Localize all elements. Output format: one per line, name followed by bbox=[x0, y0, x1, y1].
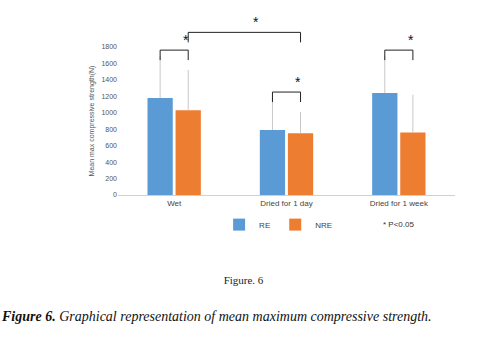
svg-text:*: * bbox=[295, 74, 301, 90]
svg-text:200: 200 bbox=[105, 175, 117, 182]
svg-text:Dried for 1 week: Dried for 1 week bbox=[370, 199, 429, 208]
svg-text:1600: 1600 bbox=[101, 60, 117, 67]
svg-text:1800: 1800 bbox=[101, 43, 117, 50]
svg-text:0: 0 bbox=[113, 191, 117, 198]
svg-text:1200: 1200 bbox=[101, 93, 117, 100]
svg-text:1400: 1400 bbox=[101, 76, 117, 83]
html-text:Figure. 6: Figure. 6 bbox=[223, 274, 264, 286]
svg-text:Mean max compressive strength(: Mean max compressive strength(N) bbox=[88, 66, 96, 177]
svg-text:* P<0.05: * P<0.05 bbox=[383, 220, 414, 229]
svg-text:Dried for 1 day: Dried for 1 day bbox=[260, 199, 312, 208]
svg-text:600: 600 bbox=[105, 142, 117, 149]
svg-text:*: * bbox=[253, 14, 259, 30]
svg-text:*: * bbox=[408, 32, 414, 48]
html-text:Figure 6. Graphical representa: Figure 6. Graphical representation of me… bbox=[2, 309, 432, 324]
svg-text:*: * bbox=[183, 32, 189, 48]
svg-text:Wet: Wet bbox=[167, 199, 182, 208]
svg-text:NRE: NRE bbox=[315, 221, 332, 230]
svg-text:400: 400 bbox=[105, 159, 117, 166]
svg-text:1000: 1000 bbox=[101, 109, 117, 116]
svg-text:RE: RE bbox=[259, 221, 270, 230]
svg-text:800: 800 bbox=[105, 126, 117, 133]
